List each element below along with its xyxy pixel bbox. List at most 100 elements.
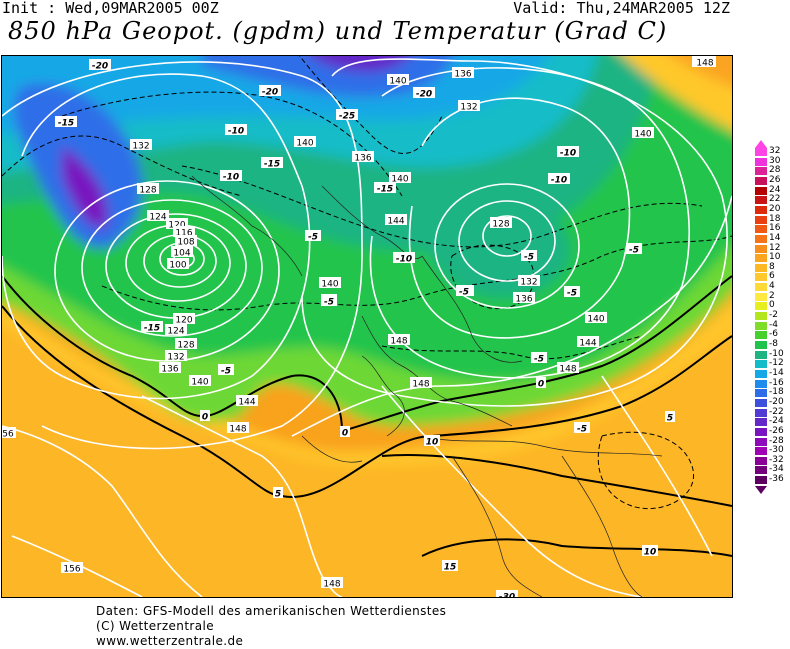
legend-value: 22 (769, 194, 781, 205)
legend-entry: 30 (752, 156, 790, 166)
legend-swatch (755, 427, 767, 436)
temperature-label: 0 (202, 413, 208, 423)
temperature-label: -15 (58, 119, 74, 129)
legend-entry: 26 (752, 175, 790, 185)
temperature-label-box (225, 124, 247, 135)
geopotential-label-box (518, 275, 540, 286)
legend-value: 14 (769, 232, 781, 243)
geopotential-label: 148 (559, 365, 576, 375)
legend-bottom-arrow (755, 485, 767, 494)
temperature-label: -10 (560, 149, 576, 159)
temperature-label-box (141, 321, 163, 332)
temperature-label: 5 (275, 490, 281, 500)
legend-entry: -36 (752, 474, 790, 485)
temperature-label: -5 (567, 289, 577, 299)
geopotential-label: 124 (167, 327, 184, 337)
legend-value: -8 (769, 339, 778, 349)
temperature-label-box (665, 411, 675, 422)
legend-entry: -8 (752, 339, 790, 349)
temperature-label-box (336, 109, 358, 120)
legend-entry: 22 (752, 194, 790, 205)
geopotential-label-box (165, 324, 187, 335)
temperature-label-box (305, 230, 321, 241)
geopotential-label: 144 (579, 339, 596, 349)
legend-entry: -2 (752, 311, 790, 321)
geopotential-label-box (130, 139, 152, 150)
geopotential-label: 148 (229, 425, 246, 435)
legend-swatch (755, 456, 767, 465)
geopotential-label: 140 (389, 77, 406, 87)
geopotential-label-box (165, 350, 187, 361)
init-time: Init : Wed,09MAR2005 00Z (2, 0, 219, 17)
legend-value: -30 (769, 445, 784, 456)
temperature-label-box (261, 157, 283, 168)
legend-entry: -6 (752, 330, 790, 340)
legend-entry: 10 (752, 252, 790, 263)
data-credits: Daten: GFS-Modell des amerikanischen Wet… (96, 604, 446, 649)
legend-value: 10 (769, 252, 781, 263)
legend-entry: 8 (752, 261, 790, 272)
temperature-label: -5 (221, 367, 231, 377)
legend-value: 32 (769, 146, 781, 156)
temperature-label: -5 (524, 253, 534, 263)
legend-swatch (755, 167, 767, 176)
legend-value: 18 (769, 213, 781, 224)
legend-value: -24 (769, 416, 784, 427)
geopotential-label: 104 (173, 249, 190, 259)
geopotential-label: 136 (454, 70, 471, 80)
legend-swatch (755, 379, 767, 388)
temperature-label-box (536, 377, 546, 388)
legend-value: 8 (769, 261, 775, 272)
legend-swatch (755, 148, 767, 156)
temperature-label-box (55, 116, 77, 127)
legend-entry: 2 (752, 291, 790, 301)
temperature-label: -5 (629, 246, 639, 256)
temperature-label: -10 (551, 176, 567, 186)
legend-value: -18 (769, 387, 784, 398)
geopotential-label-box (352, 151, 374, 162)
temperature-label-box (557, 146, 579, 157)
legend-entry: -10 (752, 349, 790, 359)
geopotential-label: 56 (2, 430, 14, 440)
legend-value: -4 (769, 319, 778, 330)
legend-swatch (755, 263, 767, 272)
legend-entry: 18 (752, 213, 790, 224)
geopotential-label: 148 (412, 380, 429, 390)
geopotential-label-box (173, 313, 195, 324)
legend-entry: -26 (752, 425, 790, 436)
temperature-label-box (642, 545, 658, 556)
legend-swatch (755, 447, 767, 456)
legend-value: 20 (769, 203, 781, 214)
legend-value: -12 (769, 358, 784, 369)
geopotential-label-box (175, 338, 197, 349)
legend-swatch (755, 398, 767, 407)
legend-swatch (755, 196, 767, 205)
temperature-label-box (496, 590, 518, 597)
legend-swatch (755, 205, 767, 214)
geopotential-label: 156 (63, 565, 80, 575)
legend-swatch (755, 273, 767, 282)
credit-line-data-source: Daten: GFS-Modell des amerikanischen Wet… (96, 604, 447, 618)
temperature-label-box (456, 285, 472, 296)
temperature-label: -5 (534, 355, 544, 365)
temperature-label: -20 (416, 90, 432, 100)
geopotential-label: 140 (391, 175, 408, 185)
legend-swatch (755, 321, 767, 330)
temperature-label: -10 (396, 255, 412, 265)
legend-value: -26 (769, 425, 784, 436)
geopotential-label: 108 (177, 238, 194, 248)
geopotential-label-box (557, 362, 579, 373)
legend-swatch (755, 476, 767, 485)
temperature-label-box (220, 170, 242, 181)
temperature-label-box (521, 250, 537, 261)
legend-entry: -30 (752, 445, 790, 456)
geopotential-label: 144 (238, 398, 255, 408)
legend-swatch (755, 186, 767, 195)
legend-swatch (755, 350, 767, 359)
legend-value: -20 (769, 396, 784, 407)
temperature-label-box (200, 410, 210, 421)
credit-line-copyright: (C) Wetterzentrale (96, 619, 215, 633)
geopotential-label-box (61, 562, 83, 573)
credit-line-website: www.wetterzentrale.de (96, 634, 244, 648)
legend-value: -36 (769, 474, 784, 485)
